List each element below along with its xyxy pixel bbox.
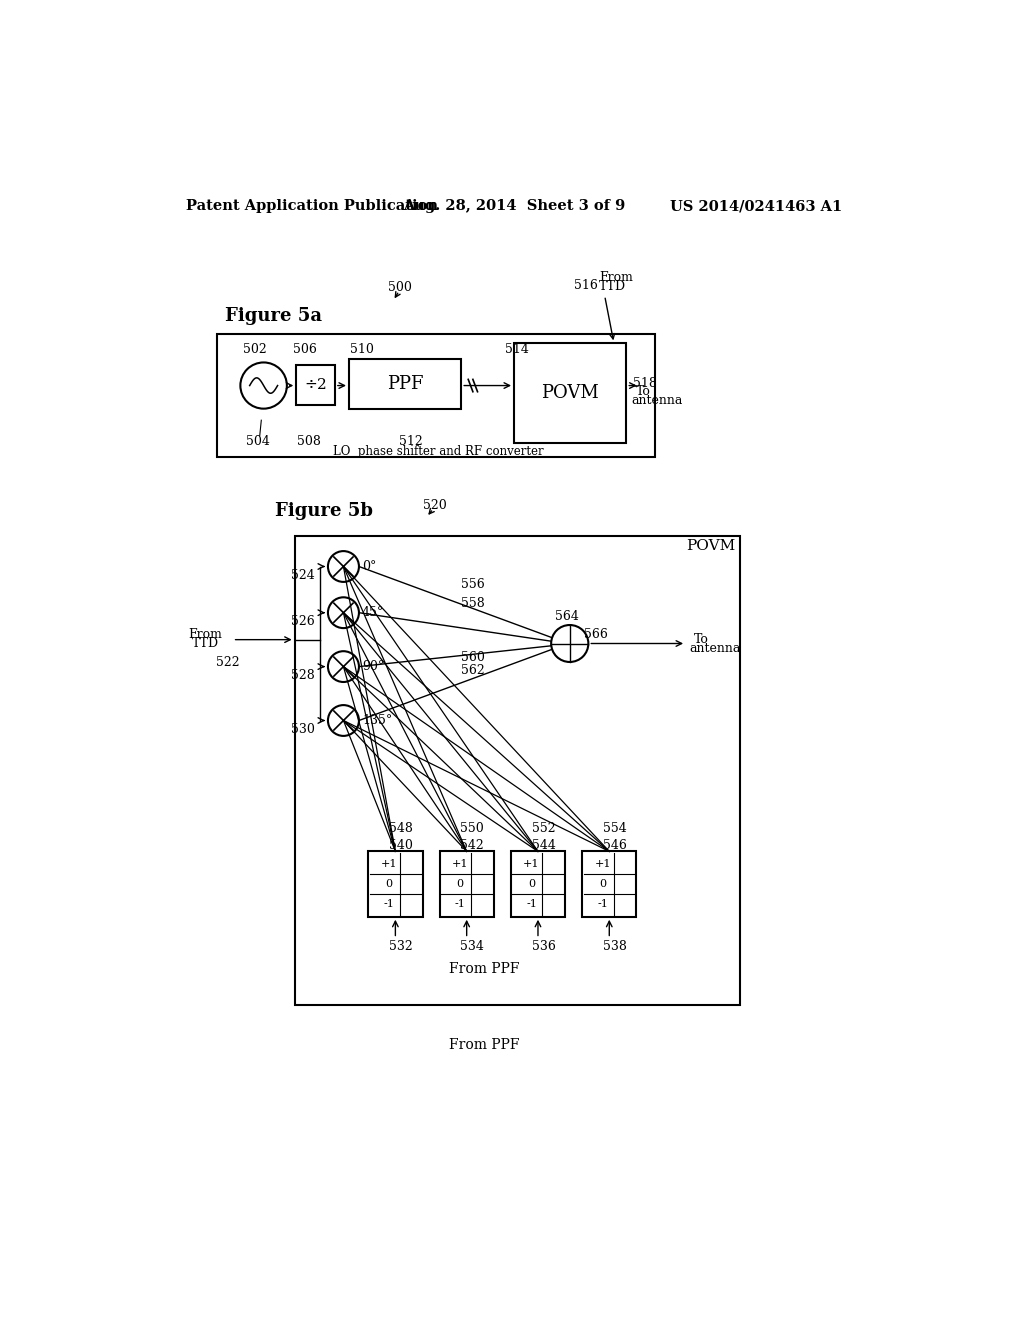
Text: 536: 536 <box>531 940 556 953</box>
Text: 90°: 90° <box>362 660 384 673</box>
Text: 504: 504 <box>246 436 269 449</box>
Circle shape <box>328 597 359 628</box>
Text: 522: 522 <box>216 656 240 669</box>
Circle shape <box>241 363 287 409</box>
Text: -1: -1 <box>526 899 537 908</box>
Text: 530: 530 <box>291 723 314 737</box>
Text: From PPF: From PPF <box>450 962 520 977</box>
Text: Figure 5b: Figure 5b <box>275 502 374 520</box>
Text: PPF: PPF <box>387 375 423 393</box>
Text: +1: +1 <box>381 859 397 870</box>
Text: +1: +1 <box>523 859 540 870</box>
Text: 524: 524 <box>291 569 314 582</box>
Text: Aug. 28, 2014  Sheet 3 of 9: Aug. 28, 2014 Sheet 3 of 9 <box>403 199 626 213</box>
Text: 514: 514 <box>505 343 528 356</box>
Text: 538: 538 <box>603 940 627 953</box>
Bar <box>583 851 636 917</box>
Text: 526: 526 <box>291 615 314 628</box>
Text: 506: 506 <box>293 343 317 356</box>
Text: 512: 512 <box>399 436 423 449</box>
Text: From: From <box>599 271 633 284</box>
Circle shape <box>551 626 589 663</box>
Text: To: To <box>636 385 650 399</box>
Text: +1: +1 <box>595 859 611 870</box>
Bar <box>296 364 335 405</box>
Text: 0: 0 <box>385 879 392 890</box>
Text: 532: 532 <box>389 940 413 953</box>
Text: TTD: TTD <box>599 280 627 293</box>
Bar <box>349 359 461 409</box>
Text: -1: -1 <box>455 899 466 908</box>
Circle shape <box>328 651 359 682</box>
Text: 520: 520 <box>423 499 446 512</box>
Text: antenna: antenna <box>631 395 682 408</box>
Bar <box>511 851 565 917</box>
Text: US 2014/0241463 A1: US 2014/0241463 A1 <box>671 199 843 213</box>
Text: 552: 552 <box>531 822 555 834</box>
Text: 560: 560 <box>461 651 485 664</box>
Text: 500: 500 <box>388 281 412 294</box>
Text: 45°: 45° <box>362 606 384 619</box>
Text: 564: 564 <box>555 610 579 623</box>
Bar <box>514 343 627 444</box>
Text: 516: 516 <box>573 279 597 292</box>
Text: 518: 518 <box>633 376 657 389</box>
Text: Figure 5a: Figure 5a <box>225 308 322 325</box>
Text: 542: 542 <box>461 838 484 851</box>
Text: 135°: 135° <box>362 714 392 727</box>
Text: 0: 0 <box>457 879 464 890</box>
Text: 566: 566 <box>585 628 608 640</box>
Text: $\div$2: $\div$2 <box>304 378 327 392</box>
Text: 534: 534 <box>461 940 484 953</box>
Text: From: From <box>188 628 222 640</box>
Text: POVM: POVM <box>686 539 735 553</box>
Text: TTD: TTD <box>191 638 219 649</box>
Text: Patent Application Publication: Patent Application Publication <box>186 199 438 213</box>
Text: 0: 0 <box>599 879 606 890</box>
Text: -1: -1 <box>383 899 394 908</box>
Bar <box>295 536 740 1006</box>
Text: 546: 546 <box>603 838 627 851</box>
Text: 558: 558 <box>461 597 485 610</box>
Text: 554: 554 <box>603 822 627 834</box>
Text: 508: 508 <box>297 436 321 449</box>
Text: 544: 544 <box>531 838 556 851</box>
Text: 550: 550 <box>461 822 484 834</box>
Text: antenna: antenna <box>689 643 740 656</box>
Text: LO  phase shifter and RF converter: LO phase shifter and RF converter <box>333 445 544 458</box>
Text: 0°: 0° <box>362 560 377 573</box>
Text: 510: 510 <box>349 343 374 356</box>
Text: POVM: POVM <box>542 384 599 403</box>
Text: 0: 0 <box>528 879 535 890</box>
Text: 502: 502 <box>243 343 266 356</box>
Text: +1: +1 <box>452 859 468 870</box>
Circle shape <box>328 552 359 582</box>
Text: 540: 540 <box>389 838 413 851</box>
Bar <box>217 334 655 457</box>
Circle shape <box>328 705 359 737</box>
Text: 562: 562 <box>461 664 485 677</box>
Bar <box>439 851 494 917</box>
Text: 548: 548 <box>389 822 413 834</box>
Text: To: To <box>693 634 709 647</box>
Text: -1: -1 <box>597 899 608 908</box>
Text: From PPF: From PPF <box>450 1039 520 1052</box>
Text: 528: 528 <box>291 669 314 682</box>
Bar <box>369 851 423 917</box>
Text: 556: 556 <box>461 578 485 591</box>
